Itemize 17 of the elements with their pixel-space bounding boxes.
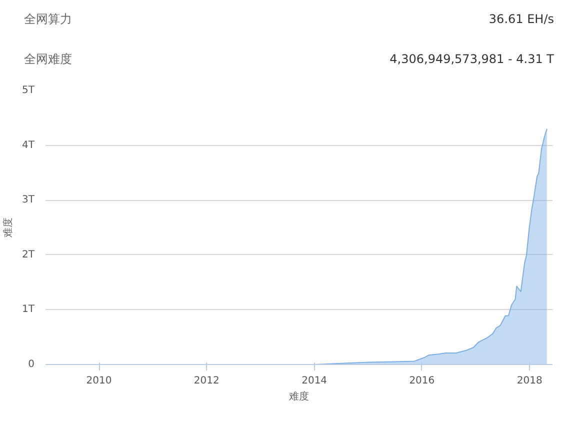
x-axis-title: 难度 [289,390,309,402]
y-tick-label: 2T [22,249,36,260]
y-tick-label: 5T [22,85,36,96]
text: 全网算力 [24,11,72,28]
x-tick-label: 2010 [86,376,112,386]
y-tick-label: 0 [28,359,35,370]
text: 36.61 EH/s [488,11,554,28]
y-tick-label: 3T [22,194,36,206]
x-tick-label: 2018 [516,376,542,386]
text: 全网难度 [24,51,72,68]
y-axis-title: 难度 [2,218,14,238]
y-tick-label: 1T [22,304,36,316]
x-tick-label: 2014 [302,376,328,386]
y-tick-label: 4T [22,140,36,151]
text: 4,306,949,573,981 - 4.31 T [390,51,554,68]
x-tick-label: 2016 [409,376,435,386]
x-tick-label: 2012 [194,376,220,386]
